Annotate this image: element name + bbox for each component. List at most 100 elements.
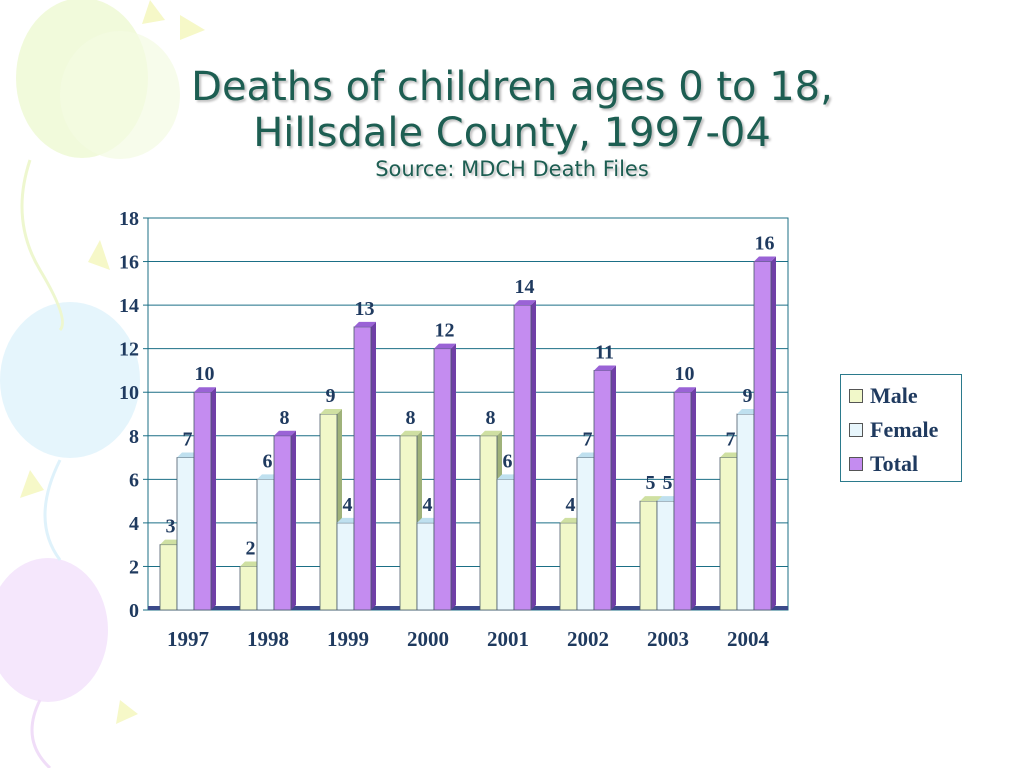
data-label: 4 (423, 494, 433, 516)
bar-male (559, 522, 578, 611)
bar-female (656, 500, 675, 611)
data-label: 6 (263, 450, 273, 472)
data-label: 3 (166, 516, 176, 538)
data-label: 7 (183, 429, 193, 451)
bar-female (576, 457, 595, 611)
bar-side (771, 256, 776, 610)
data-label: 9 (326, 385, 336, 407)
bar-top (177, 452, 199, 458)
bar-top (160, 539, 182, 545)
bar-total (273, 435, 292, 611)
bar-top (577, 452, 599, 458)
bar-total (753, 261, 772, 611)
bar-top (257, 474, 279, 480)
bar-total (593, 370, 612, 611)
bar-top (480, 430, 502, 436)
data-label: 6 (503, 450, 513, 472)
bar-top (417, 517, 439, 523)
data-label: 2 (246, 537, 256, 559)
data-label: 16 (755, 233, 775, 255)
slide-title: Deaths of children ages 0 to 18, Hillsda… (0, 64, 1024, 182)
bar-male (319, 413, 338, 611)
legend-item-female: Female (849, 413, 961, 447)
bar-total (513, 304, 532, 611)
bar-total (673, 391, 692, 611)
data-label: 13 (355, 298, 375, 320)
y-tick-label: 8 (129, 426, 139, 448)
title-line-1: Deaths of children ages 0 to 18, (191, 64, 833, 110)
bar-side (371, 321, 376, 610)
y-tick-label: 16 (119, 252, 139, 274)
bar-side (531, 300, 536, 610)
y-tick-label: 14 (119, 295, 139, 317)
data-label: 9 (743, 385, 753, 407)
legend-item-total: Total (849, 447, 961, 481)
bar-top (514, 300, 536, 306)
data-label: 4 (566, 494, 576, 516)
bar-top (640, 496, 662, 502)
y-tick-label: 2 (129, 556, 139, 578)
legend-item-male: Male (849, 379, 961, 413)
bar-top (274, 430, 296, 436)
bar-side (691, 387, 696, 610)
bar-top (434, 343, 456, 349)
x-tick-label: 2004 (727, 627, 770, 651)
total-swatch (849, 457, 863, 471)
y-tick-label: 0 (129, 600, 139, 622)
bar-top (720, 452, 742, 458)
data-label: 5 (663, 472, 673, 494)
y-tick-label: 4 (129, 513, 139, 535)
data-label: 8 (406, 407, 416, 429)
bar-female (416, 522, 435, 611)
data-label: 7 (583, 429, 593, 451)
bar-male (239, 566, 258, 611)
bar-male (479, 435, 498, 611)
bar-top (320, 409, 342, 414)
bar-side (291, 430, 296, 610)
title-line-2: Hillsdale County, 1997-04 (253, 110, 771, 156)
data-label: 4 (343, 494, 353, 516)
data-label: 14 (515, 276, 535, 298)
bar-male (719, 457, 738, 611)
bar-top (354, 321, 376, 327)
chart-floor (148, 606, 788, 610)
bar-top (240, 561, 262, 567)
chart-legend: Male Female Total (840, 374, 962, 482)
x-tick-label: 2003 (647, 627, 689, 651)
data-label: 10 (195, 363, 215, 385)
bar-top (497, 474, 519, 480)
bar-top (560, 517, 582, 523)
bar-top (400, 430, 422, 436)
y-tick-label: 6 (129, 469, 139, 491)
legend-label-female: Female (870, 417, 939, 442)
female-swatch (849, 423, 863, 437)
bar-top (737, 409, 759, 414)
x-tick-label: 1999 (327, 627, 369, 651)
x-tick-label: 2001 (487, 627, 529, 651)
y-tick-label: 18 (119, 208, 139, 230)
bar-top (674, 387, 696, 393)
legend-label-male: Male (870, 383, 918, 408)
bar-side (611, 365, 616, 610)
y-tick-label: 10 (119, 382, 139, 404)
x-tick-label: 1997 (167, 627, 209, 651)
bar-total (193, 391, 212, 611)
bar-top (657, 496, 679, 502)
bar-top (337, 517, 359, 523)
data-label: 12 (435, 320, 455, 342)
bar-total (433, 348, 452, 611)
bar-side (451, 343, 456, 610)
bar-male (159, 544, 178, 611)
subtitle: Source: MDCH Death Files (375, 157, 649, 181)
bar-top (754, 256, 776, 262)
data-label: 5 (646, 472, 656, 494)
bar-side (211, 387, 216, 610)
bar-top (594, 365, 616, 371)
bar-female (736, 413, 755, 611)
bar-male (399, 435, 418, 611)
data-label: 8 (486, 407, 496, 429)
y-tick-label: 12 (119, 339, 139, 361)
x-tick-label: 2000 (407, 627, 449, 651)
bar-top (194, 387, 216, 393)
